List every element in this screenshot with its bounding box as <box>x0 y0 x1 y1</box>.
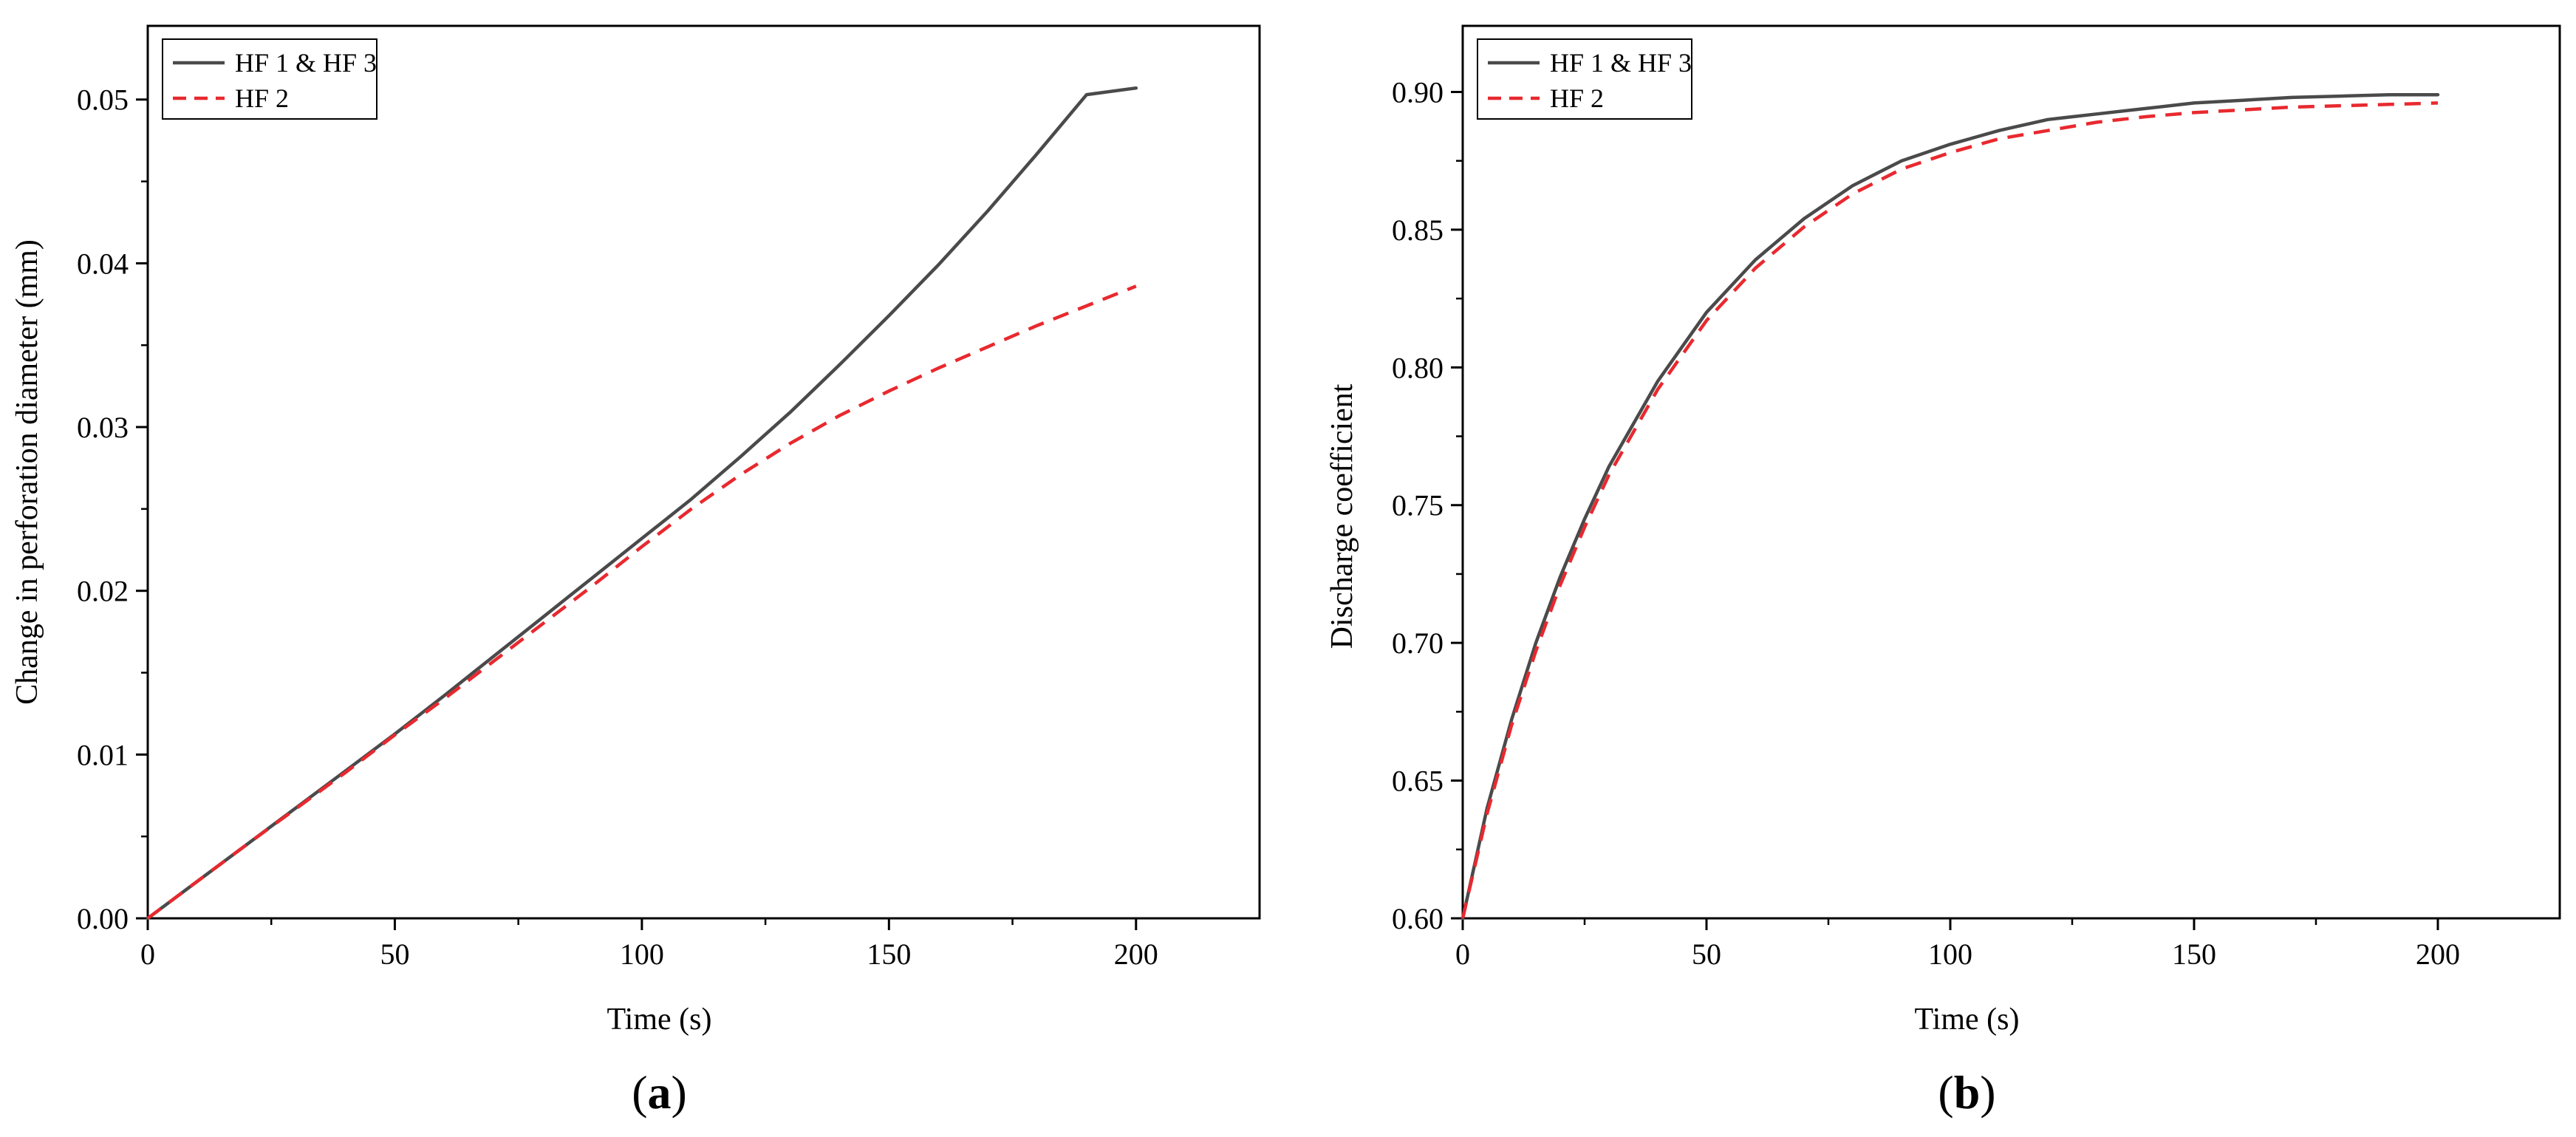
x-tick-label: 150 <box>867 938 911 971</box>
y-tick-label: 0.70 <box>1392 626 1444 660</box>
x-tick-label: 150 <box>2172 938 2216 971</box>
plot-frame <box>1461 24 2561 920</box>
x-tick-label: 200 <box>1114 938 1158 971</box>
y-tick-label: 0.60 <box>1392 902 1444 935</box>
y-tick-label: 0.80 <box>1392 351 1444 384</box>
x-tick-label: 0 <box>140 938 155 971</box>
legend-label: HF 2 <box>235 83 289 113</box>
y-tick-label: 0.03 <box>77 411 129 444</box>
y-tick-label: 0.85 <box>1392 214 1444 247</box>
legend-label: HF 2 <box>1550 83 1604 113</box>
y-axis-label: Change in perforation diameter (mm) <box>10 239 44 705</box>
panel-caption: (b) <box>1938 1066 1995 1119</box>
legend-box <box>162 38 377 120</box>
series-line-hf2 <box>146 284 1137 920</box>
legend-label: HF 1 & HF 3 <box>1550 48 1692 78</box>
y-tick-label: 0.05 <box>77 83 129 117</box>
legend-label: HF 1 & HF 3 <box>235 48 377 78</box>
x-axis-label: Time (s) <box>1915 1003 2020 1037</box>
x-tick-label: 0 <box>1455 938 1470 971</box>
series-line-hf2 <box>1460 101 2439 919</box>
y-axis-label: Discharge coefficient <box>1325 383 1359 649</box>
x-tick-label: 50 <box>1692 938 1721 971</box>
y-tick-label: 0.75 <box>1392 489 1444 522</box>
y-tick-label: 0.04 <box>77 247 129 280</box>
legend-box <box>1477 38 1692 120</box>
x-axis-label: Time (s) <box>607 1003 712 1037</box>
panel-caption: (a) <box>632 1066 687 1119</box>
x-tick-label: 50 <box>380 938 409 971</box>
y-tick-label: 0.65 <box>1392 765 1444 798</box>
series-line-hf1-hf3 <box>146 86 1138 921</box>
chart-panel-a: 0 50 100 150 200 0.00 0.01 0.02 0.03 0.04 0.05 Time… <box>10 24 1261 1119</box>
y-tick-label: 0.00 <box>77 902 129 935</box>
x-tick-label: 100 <box>620 938 664 971</box>
x-tick-label: 100 <box>1928 938 1972 971</box>
x-tick-label: 200 <box>2416 938 2460 971</box>
y-tick-label: 0.02 <box>77 575 129 608</box>
y-tick-label: 0.90 <box>1392 75 1444 109</box>
plot-frame <box>146 24 1261 920</box>
series-line-hf1-hf3 <box>1460 92 2440 921</box>
chart-panel-b: 0 50 100 150 200 0.60 0.65 0.70 0.75 0.80 0.85 0.90… <box>1325 24 2561 1119</box>
y-tick-label: 0.01 <box>77 738 129 771</box>
